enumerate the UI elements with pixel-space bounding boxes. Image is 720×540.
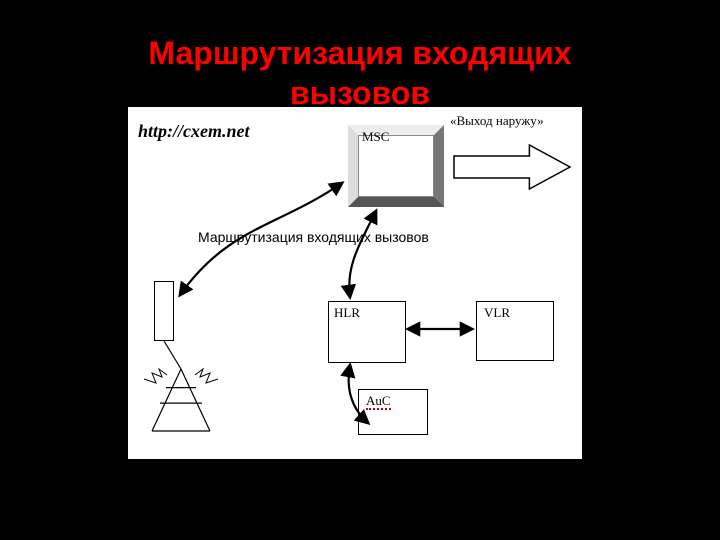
- diagram: http://cxem.net «Выход наружу» Маршрутиз…: [128, 107, 582, 459]
- page-title: Маршрутизация входящих вызовов: [0, 33, 720, 113]
- diagram-svg: [128, 107, 582, 459]
- edge-hlr-auc: [349, 365, 368, 423]
- title-line1: Маршрутизация входящих: [148, 35, 571, 71]
- edge-msc-hlr: [349, 211, 376, 297]
- antenna-tower-icon: [152, 369, 210, 431]
- diagram-canvas: http://cxem.net «Выход наружу» Маршрутиз…: [128, 107, 582, 459]
- antenna-wave-icon: [195, 369, 218, 383]
- edge-bts-msc: [180, 183, 342, 295]
- exit-arrow: [454, 145, 570, 189]
- antenna-wave-icon: [144, 369, 167, 383]
- bts-antenna-link: [164, 341, 181, 369]
